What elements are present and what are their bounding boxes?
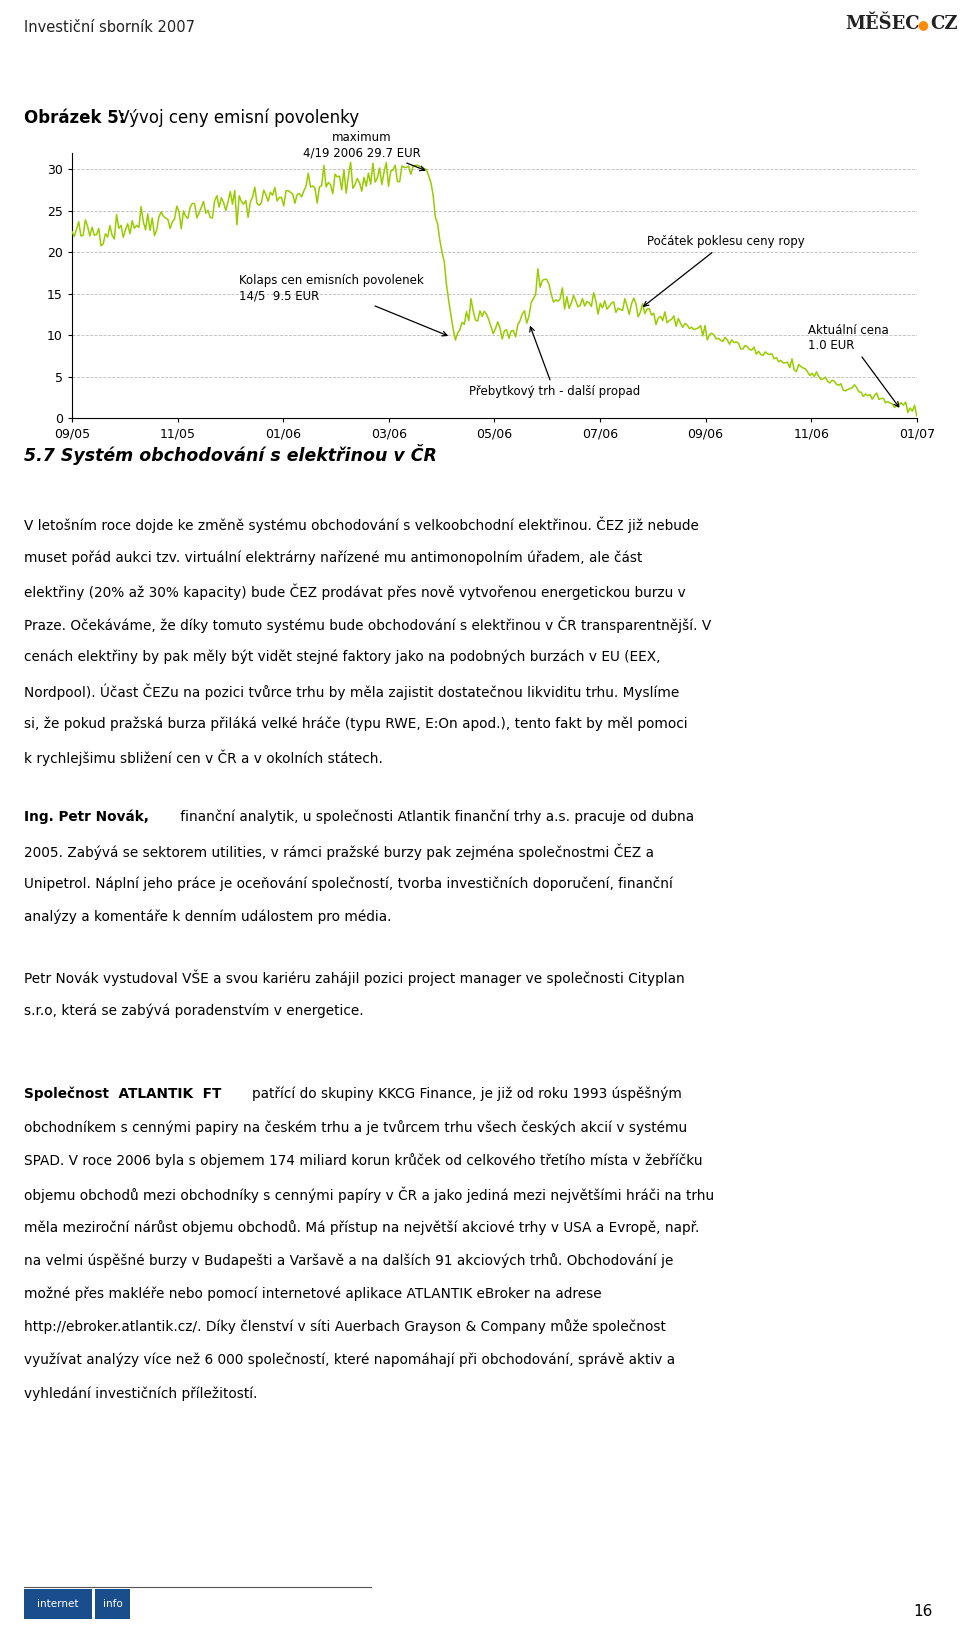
- Text: na velmi úspěšné burzy v Budapešti a Varšavě a na dalších 91 akciových trhů. Obc: na velmi úspěšné burzy v Budapešti a Var…: [24, 1254, 673, 1268]
- Text: obchodníkem s cennými papiry na českém trhu a je tvůrcem trhu všech českých akci: obchodníkem s cennými papiry na českém t…: [24, 1119, 687, 1134]
- Text: patřící do skupiny KKCG Finance, je již od roku 1993 úspěšným: patřící do skupiny KKCG Finance, je již …: [252, 1086, 682, 1101]
- Text: elektřiny (20% až 30% kapacity) bude ČEZ prodávat přes nově vytvořenou energetic: elektřiny (20% až 30% kapacity) bude ČEZ…: [24, 583, 685, 601]
- Text: Kolaps cen emisních povolenek
14/5  9.5 EUR: Kolaps cen emisních povolenek 14/5 9.5 E…: [239, 274, 447, 336]
- Text: Unipetrol. Náplní jeho práce je oceňování společností, tvorba investičních dopor: Unipetrol. Náplní jeho práce je oceňován…: [24, 876, 673, 891]
- Text: Přebytkový trh - další propad: Přebytkový trh - další propad: [468, 327, 640, 399]
- Text: Aktuální cena
1.0 EUR: Aktuální cena 1.0 EUR: [807, 323, 899, 407]
- Text: vyhledání investičních příležitostí.: vyhledání investičních příležitostí.: [24, 1387, 257, 1401]
- Text: Vývoj ceny emisní povolenky: Vývoj ceny emisní povolenky: [113, 108, 359, 128]
- Text: 2005. Zabývá se sektorem utilities, v rámci pražské burzy pak zejména společnost: 2005. Zabývá se sektorem utilities, v rá…: [24, 843, 654, 860]
- Text: k rychlejšimu sbližení cen v ČR a v okolních státech.: k rychlejšimu sbližení cen v ČR a v okol…: [24, 750, 383, 766]
- Text: měla meziroční nárůst objemu obchodů. Má přístup na největší akciové trhy v USA : měla meziroční nárůst objemu obchodů. Má…: [24, 1219, 700, 1234]
- Text: využívat analýzy více než 6 000 společností, které napomáhají při obchodování, s: využívat analýzy více než 6 000 společno…: [24, 1352, 675, 1367]
- Text: Počátek poklesu ceny ropy: Počátek poklesu ceny ropy: [644, 235, 804, 307]
- Text: možné přes makléře nebo pomocí internetové aplikace ATLANTIK eBroker na adrese: možné přes makléře nebo pomocí interneto…: [24, 1287, 602, 1301]
- Text: objemu obchodů mezi obchodníky s cennými papíry v ČR a jako jediná mezi největší: objemu obchodů mezi obchodníky s cennými…: [24, 1186, 714, 1203]
- Text: Praze. Očekáváme, že díky tomuto systému bude obchodování s elektřinou v ČR tran: Praze. Očekáváme, že díky tomuto systému…: [24, 617, 711, 633]
- Text: s.r.o, která se zabývá poradenstvím v energetice.: s.r.o, která se zabývá poradenstvím v en…: [24, 1003, 364, 1017]
- Text: internet: internet: [37, 1598, 79, 1608]
- Text: Investiční sborník 2007: Investiční sborník 2007: [24, 20, 195, 36]
- Text: finanční analytik, u společnosti Atlantik finanční trhy a.s. pracuje od dubna: finanční analytik, u společnosti Atlanti…: [176, 811, 694, 824]
- Text: http://ebroker.atlantik.cz/. Díky členství v síti Auerbach Grayson & Company můž: http://ebroker.atlantik.cz/. Díky členst…: [24, 1319, 666, 1334]
- Text: analýzy a komentáře k denním událostem pro média.: analýzy a komentáře k denním událostem p…: [24, 909, 392, 924]
- Text: 5.7 Systém obchodování s elektřinou v ČR: 5.7 Systém obchodování s elektřinou v ČR: [24, 445, 437, 466]
- Text: SPAD. V roce 2006 byla s objemem 174 miliard korun krůček od celkového třetího m: SPAD. V roce 2006 byla s objemem 174 mil…: [24, 1154, 703, 1168]
- Text: cenách elektřiny by pak měly být vidět stejné faktory jako na podobných burzách : cenách elektřiny by pak měly být vidět s…: [24, 650, 660, 665]
- Text: Ing. Petr Novák,: Ing. Petr Novák,: [24, 811, 149, 824]
- Text: Nordpool). Účast ČEZu na pozici tvůrce trhu by měla zajistit dostatečnou likvidi: Nordpool). Účast ČEZu na pozici tvůrce t…: [24, 683, 680, 699]
- Bar: [95, 1588, 130, 1618]
- Text: Společnost  ATLANTIK  FT: Společnost ATLANTIK FT: [24, 1086, 222, 1101]
- Text: maximum
4/19 2006 29.7 EUR: maximum 4/19 2006 29.7 EUR: [303, 131, 424, 171]
- Text: Petr Novák vystudoval VŠE a svou kariéru zahájil pozici project manager ve spole: Petr Novák vystudoval VŠE a svou kariéru…: [24, 970, 684, 986]
- Text: si, že pokud pražská burza přiláká velké hráče (typu RWE, E:On apod.), tento fak: si, že pokud pražská burza přiláká velké…: [24, 717, 687, 732]
- Text: MĚŠEC: MĚŠEC: [845, 15, 920, 33]
- Bar: [24, 1588, 92, 1618]
- Text: V letošním roce dojde ke změně systému obchodování s velkoobchodní elektřinou. Č: V letošním roce dojde ke změně systému o…: [24, 517, 699, 533]
- Text: info: info: [103, 1598, 122, 1608]
- Text: ●: ●: [917, 18, 927, 31]
- Text: Obrázek 5:: Obrázek 5:: [24, 110, 126, 128]
- Text: CZ: CZ: [930, 15, 958, 33]
- Text: 16: 16: [914, 1603, 933, 1620]
- Text: muset pořád aukci tzv. virtuální elektrárny nařízené mu antimonopolním úřadem, a: muset pořád aukci tzv. virtuální elektrá…: [24, 550, 642, 565]
